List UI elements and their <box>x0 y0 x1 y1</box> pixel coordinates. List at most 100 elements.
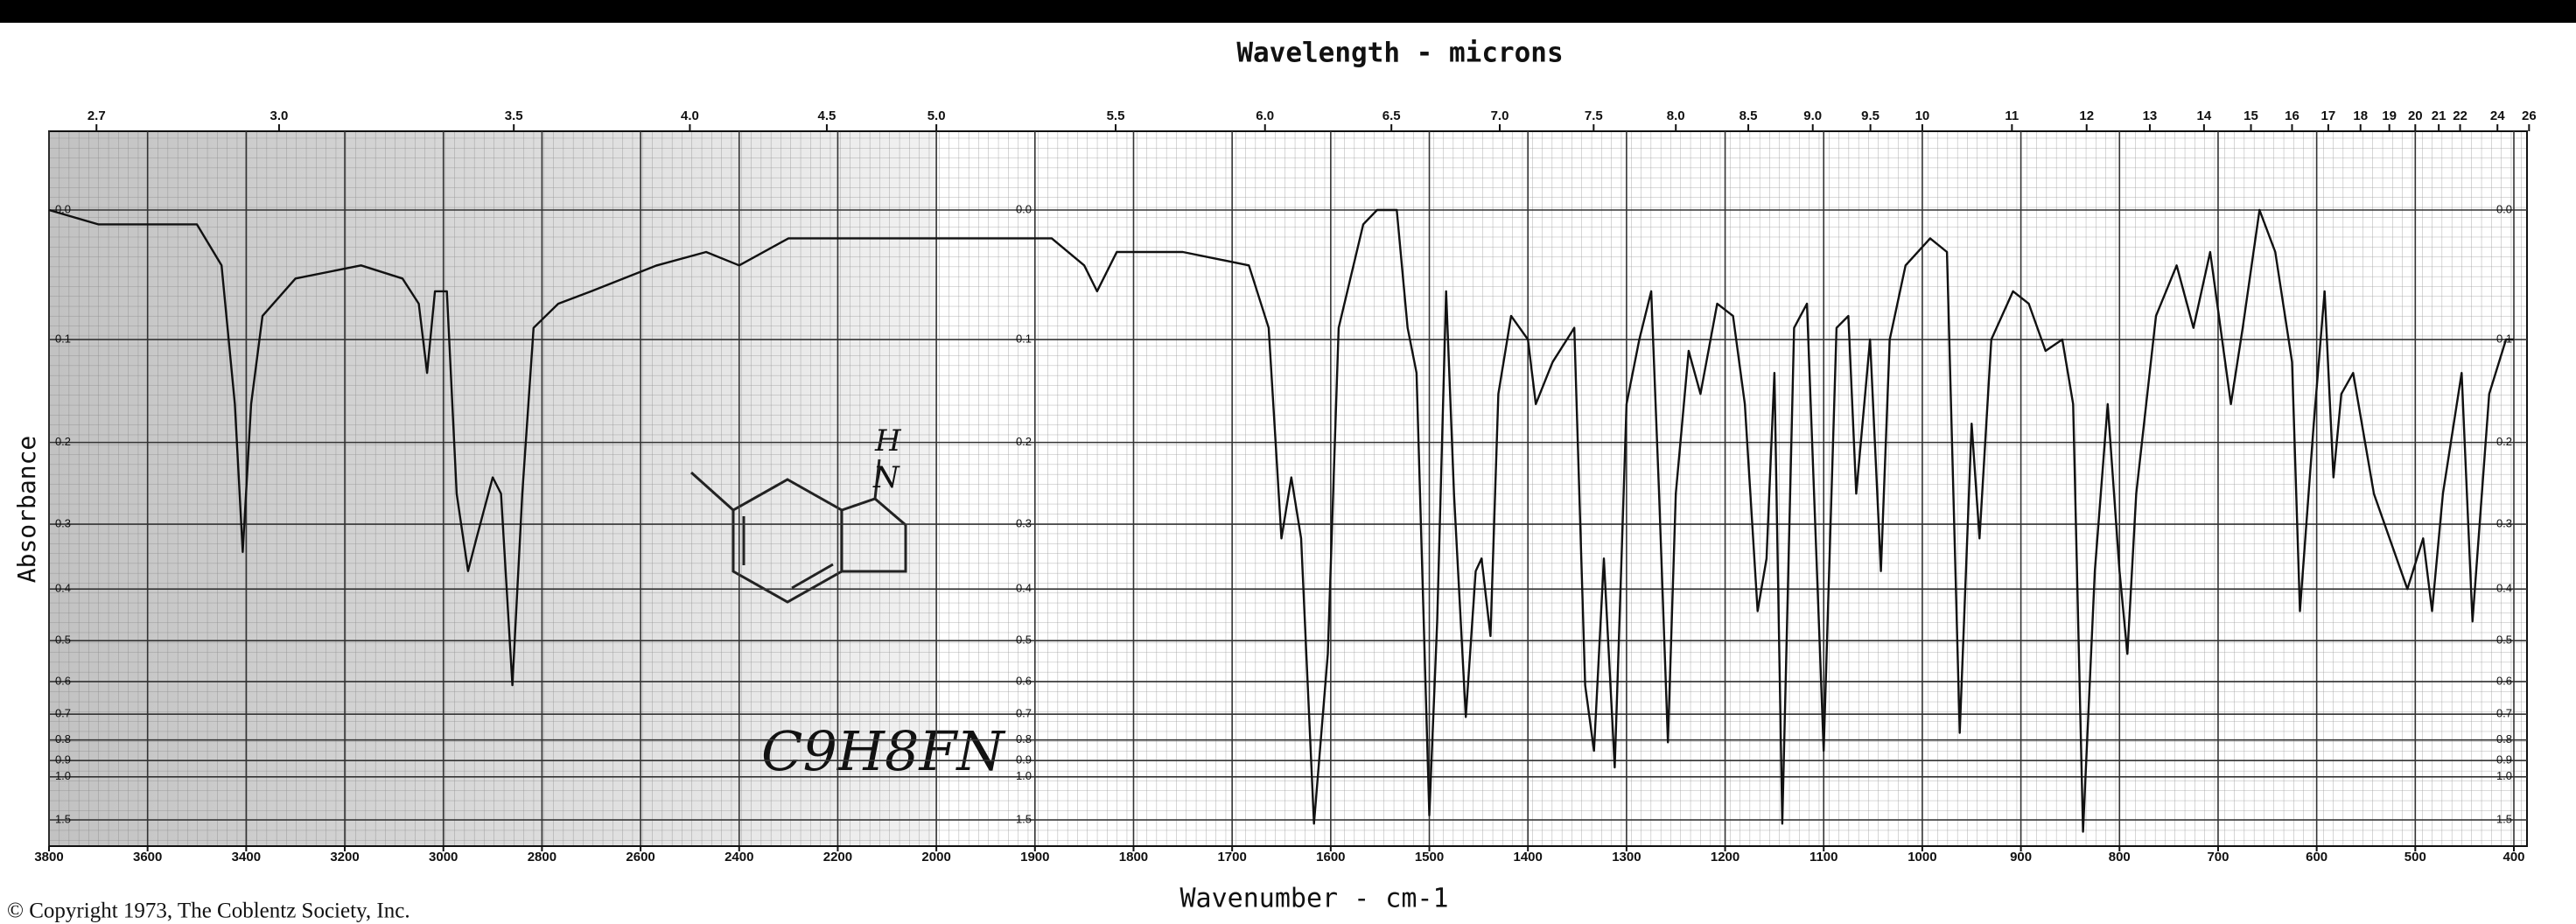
x2-tick-label: 6.5 <box>1382 108 1401 123</box>
x-tick-label: 1800 <box>1119 850 1148 864</box>
x-tick-label: 800 <box>2109 850 2131 864</box>
x-tick-label: 1400 <box>1514 850 1543 864</box>
y-tick-label: 0.2 <box>55 435 71 448</box>
y-tick-label: 0.6 <box>1016 674 1032 687</box>
x2-tick-label: 7.0 <box>1491 108 1509 123</box>
y-tick-label: 0.3 <box>1016 516 1032 529</box>
x2-tick-label: 8.5 <box>1740 108 1758 123</box>
y-tick-label: 0.8 <box>55 732 71 746</box>
x2-tick-label: 7.5 <box>1585 108 1603 123</box>
x2-tick-label: 4.0 <box>681 108 699 123</box>
y-tick-label: 0.3 <box>2496 516 2512 529</box>
y-tick-label: 0.8 <box>2496 732 2512 746</box>
x2-tick-label: 26 <box>2522 108 2537 123</box>
y-tick-label: 0.9 <box>2496 753 2512 766</box>
y-tick-label: 0.7 <box>2496 707 2512 720</box>
y-tick-label: 0.2 <box>1016 435 1032 448</box>
y-tick-label: 1.5 <box>55 812 71 825</box>
y-tick-label: 1.0 <box>55 769 71 782</box>
x2-tick-label: 18 <box>2353 108 2368 123</box>
y-tick-label: 1.5 <box>1016 812 1032 825</box>
y-tick-label: 0.4 <box>1016 582 1032 595</box>
x2-tick-label: 9.0 <box>1803 108 1822 123</box>
y-axis-title: Absorbance <box>12 436 41 584</box>
x-axis-title: Wavenumber - cm-1 <box>1180 884 1448 914</box>
x2-tick-label: 20 <box>2408 108 2423 123</box>
y-tick-label: 0.6 <box>2496 674 2512 687</box>
y-tick-label: 0.7 <box>1016 707 1032 720</box>
structure-atom: H <box>874 424 902 458</box>
y-tick-label: 0.9 <box>55 753 71 766</box>
chart-title: Wavelength - microns <box>1236 38 1563 69</box>
y-tick-label: 0.0 <box>2496 202 2512 215</box>
x2-tick-label: 11 <box>2005 108 2019 123</box>
x-tick-label: 2600 <box>626 850 654 864</box>
x-tick-label: 3000 <box>429 850 458 864</box>
x-tick-label: 500 <box>2404 850 2426 864</box>
y-tick-label: 0.1 <box>1016 332 1032 345</box>
x-tick-label: 1700 <box>1217 850 1246 864</box>
x2-tick-label: 6.0 <box>1256 108 1274 123</box>
x-tick-label: 3800 <box>34 850 63 864</box>
x-tick-label: 2000 <box>921 850 950 864</box>
x2-tick-label: 8.0 <box>1667 108 1685 123</box>
x2-tick-label: 10 <box>1915 108 1930 123</box>
x-tick-label: 2400 <box>724 850 753 864</box>
y-tick-label: 1.0 <box>2496 769 2512 782</box>
x-tick-label: 1500 <box>1415 850 1444 864</box>
y-tick-label: 0.2 <box>2496 435 2512 448</box>
paper-shade <box>49 131 936 846</box>
y-tick-label: 0.9 <box>1016 753 1032 766</box>
y-tick-label: 0.4 <box>2496 582 2512 595</box>
x2-tick-label: 5.5 <box>1107 108 1125 123</box>
x2-tick-label: 3.5 <box>505 108 523 123</box>
x2-tick-label: 15 <box>2244 108 2258 123</box>
x-tick-label: 1900 <box>1020 850 1049 864</box>
y-tick-label: 0.6 <box>55 674 71 687</box>
x-tick-label: 1200 <box>1711 850 1740 864</box>
x-tick-label: 1100 <box>1810 850 1838 864</box>
x2-tick-label: 17 <box>2321 108 2336 123</box>
y-tick-label: 0.7 <box>55 707 71 720</box>
x2-tick-label: 16 <box>2285 108 2300 123</box>
x-tick-label: 1600 <box>1316 850 1345 864</box>
x-tick-label: 3200 <box>330 850 359 864</box>
x-tick-label: 2800 <box>528 850 556 864</box>
x-tick-label: 900 <box>2010 850 2032 864</box>
y-tick-label: 0.8 <box>1016 732 1032 746</box>
x-tick-label: 400 <box>2502 850 2524 864</box>
x2-tick-label: 19 <box>2382 108 2397 123</box>
x-tick-label: 3400 <box>232 850 261 864</box>
y-tick-label: 1.5 <box>2496 812 2512 825</box>
x-tick-label: 700 <box>2207 850 2229 864</box>
x2-tick-label: 13 <box>2143 108 2158 123</box>
x2-tick-label: 12 <box>2079 108 2094 123</box>
y-tick-label: 0.3 <box>55 516 71 529</box>
y-tick-label: 1.0 <box>1016 769 1032 782</box>
x2-tick-label: 2.7 <box>88 108 106 123</box>
x2-tick-label: 4.5 <box>817 108 836 123</box>
x-tick-label: 3600 <box>133 850 162 864</box>
copyright: © Copyright 1973, The Coblentz Society, … <box>7 900 410 923</box>
spectrum-line <box>48 208 2514 833</box>
x-tick-label: 1300 <box>1612 850 1641 864</box>
x2-tick-label: 22 <box>2453 108 2468 123</box>
y-tick-label: 0.5 <box>1016 634 1032 647</box>
x2-tick-label: 24 <box>2490 108 2505 123</box>
y-tick-label: 0.5 <box>55 634 71 647</box>
y-tick-label: 0.1 <box>55 332 71 345</box>
x-tick-label: 1000 <box>1908 850 1936 864</box>
x2-tick-label: 5.0 <box>928 108 946 123</box>
y-tick-label: 0.4 <box>55 582 71 595</box>
x2-tick-label: 3.0 <box>270 108 288 123</box>
y-tick-label: 0.5 <box>2496 634 2512 647</box>
y-tick-label: 0.1 <box>2496 332 2512 345</box>
top-bar <box>0 0 2576 23</box>
x-tick-label: 2200 <box>823 850 852 864</box>
formula: C9H8FN <box>761 719 1006 783</box>
structure-atom: N <box>872 460 900 495</box>
x-tick-label: 600 <box>2306 850 2328 864</box>
x2-tick-label: 21 <box>2432 108 2446 123</box>
